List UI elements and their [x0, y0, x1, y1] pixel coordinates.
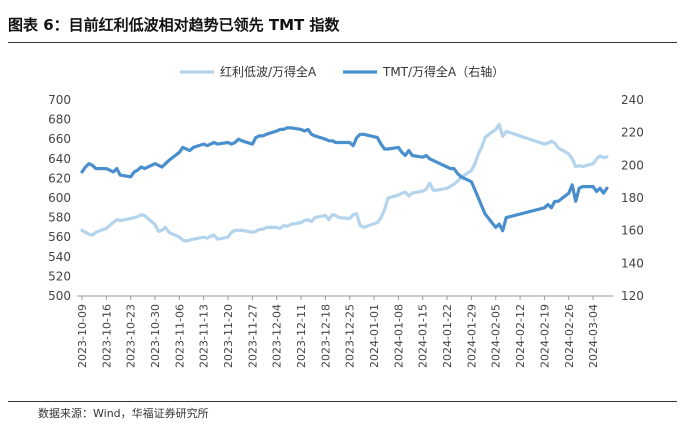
- x-tick-label: 2024-02-19: [538, 304, 551, 368]
- x-tick-label: 2023-10-09: [76, 304, 89, 368]
- x-tick-label: 2023-11-06: [173, 304, 186, 368]
- y-right-tick-label: 220: [621, 126, 644, 140]
- y-left-tick-label: 580: [48, 211, 71, 225]
- x-tick-label: 2024-01-22: [441, 304, 454, 368]
- x-tick-label: 2024-03-04: [587, 304, 600, 368]
- x-tick-label: 2024-01-15: [417, 304, 430, 368]
- y-left-tick-label: 540: [48, 250, 71, 264]
- y-left-tick-label: 680: [48, 113, 71, 127]
- y-left-tick-label: 560: [48, 230, 71, 244]
- legend: 红利低波/万得全A TMT/万得全A（右轴）: [180, 64, 504, 79]
- y-right-tick-label: 180: [621, 191, 644, 205]
- x-tick-label: 2023-10-30: [149, 304, 162, 368]
- source-rule: [8, 401, 677, 402]
- y-left-tick-label: 640: [48, 152, 71, 166]
- x-tick-label: 2023-11-13: [198, 304, 211, 368]
- y-left-tick-label: 500: [48, 289, 71, 303]
- y-left-tick-label: 620: [48, 171, 71, 185]
- x-tick-label: 2023-12-18: [319, 304, 332, 368]
- x-tick-label: 2023-10-23: [125, 304, 138, 368]
- series-line-dividend-lowvol: [80, 122, 609, 243]
- chart-title: 图表 6：目前红利低波相对趋势已领先 TMT 指数: [8, 16, 340, 34]
- x-tick-label: 2023-11-27: [246, 304, 259, 368]
- axes-group: 500 520 540 560 580 600 620 640 660 680 700 120 140 1…: [48, 93, 644, 368]
- x-tick-label: 2023-11-20: [222, 304, 235, 368]
- x-tick-label: 2023-12-25: [344, 304, 357, 368]
- y-left-tick-label: 520: [48, 269, 71, 283]
- x-tick-label: 2024-01-08: [392, 304, 405, 368]
- source-note: 数据来源：Wind，华福证券研究所: [38, 407, 209, 420]
- y-left-tick-label: 600: [48, 191, 71, 205]
- x-tick-label: 2023-12-11: [295, 304, 308, 368]
- series-group: [80, 122, 609, 243]
- legend-label-dividend-lowvol: 红利低波/万得全A: [220, 64, 317, 79]
- x-tick-label: 2024-02-05: [490, 304, 503, 368]
- y-right-tick-label: 200: [621, 158, 644, 172]
- x-tick-label: 2024-01-01: [368, 304, 381, 368]
- y-right-tick-label: 160: [621, 224, 644, 238]
- x-tick-label: 2023-10-16: [100, 304, 113, 368]
- series-line-tmt: [80, 126, 609, 233]
- y-right-tick-label: 120: [621, 289, 644, 303]
- y-left-tick-label: 660: [48, 132, 71, 146]
- x-tick-label: 2024-01-29: [465, 304, 478, 368]
- y-left-tick-label: 700: [48, 93, 71, 107]
- legend-label-tmt: TMT/万得全A（右轴）: [382, 64, 504, 79]
- chart-canvas: 500 520 540 560 580 600 620 640 660 680 700 120 140 1…: [48, 64, 644, 368]
- title-rule: [8, 42, 677, 43]
- x-tick-label: 2024-02-12: [514, 304, 527, 368]
- y-right-tick-label: 240: [621, 93, 644, 107]
- y-right-tick-label: 140: [621, 256, 644, 270]
- x-tick-label: 2023-12-04: [271, 304, 284, 368]
- x-tick-label: 2024-02-26: [563, 304, 576, 368]
